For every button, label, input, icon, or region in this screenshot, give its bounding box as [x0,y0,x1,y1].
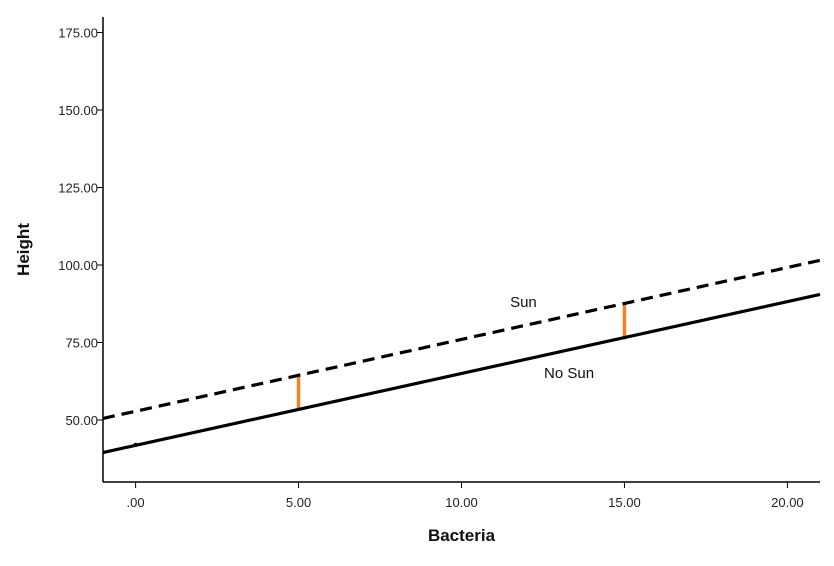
y-tick-label: 50.00 [65,413,98,428]
x-tick-label: 15.00 [608,495,641,510]
series-label-no-sun: No Sun [544,365,594,382]
y-tick-label: 75.00 [65,336,98,351]
series-lines [102,258,821,455]
data-point [133,442,138,447]
data-points [133,442,138,447]
series-label-sun: Sun [510,294,537,311]
difference-annotations [296,302,627,411]
y-tick-label: 125.00 [58,181,98,196]
x-tick-label: 20.00 [771,495,804,510]
x-tick-label: .00 [127,495,145,510]
x-tick-label: 10.00 [445,495,478,510]
series-line-sun [102,258,821,421]
y-axis-ticks: 50.00 75.00 100.00 125.00 150.00 175.00 [58,26,103,428]
y-tick-label: 150.00 [58,103,98,118]
axes [102,17,820,483]
x-axis-ticks: .00 5.00 10.00 15.00 20.00 [127,482,804,510]
y-tick-label: 175.00 [58,26,98,41]
x-axis-title: Bacteria [428,526,496,545]
x-tick-label: 5.00 [286,495,311,510]
series-labels: Sun No Sun [510,294,594,382]
series-line-no-sun [102,292,821,455]
y-tick-label: 100.00 [58,258,98,273]
y-axis-title: Height [14,223,33,276]
